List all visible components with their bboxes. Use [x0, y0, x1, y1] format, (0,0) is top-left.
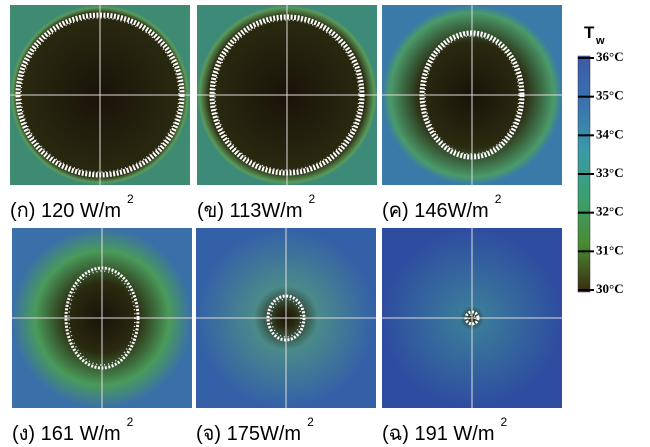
caption-exponent: 2 [127, 415, 134, 429]
colorbar-tick-label: 35°C [596, 88, 624, 103]
caption: (ข) 113W/m [197, 200, 303, 222]
colorbar-tick-label: 30°C [596, 281, 624, 296]
caption: (ก) 120 W/m [10, 200, 121, 222]
colorbar-title: T [584, 23, 595, 42]
figure: T w (ก) 120 W/m 2 (ข) 113W/m 2 (ค) 146W/m 2 (ง… [0, 0, 650, 447]
colorbar-subscript: w [595, 35, 605, 47]
colorbar-tick-label: 36°C [596, 49, 624, 64]
caption: (ฉ) 191 W/m [382, 423, 495, 445]
caption: (จ) 175W/m [196, 423, 301, 445]
caption-exponent: 2 [501, 415, 508, 429]
colorbar-tick-label: 34°C [596, 126, 624, 141]
caption-exponent: 2 [127, 192, 134, 206]
caption: (ค) 146W/m [382, 200, 489, 222]
caption: (ง) 161 W/m [12, 423, 121, 445]
colorbar-tick-label: 32°C [596, 204, 624, 219]
colorbar-tick-label: 31°C [596, 242, 624, 257]
colorbar-tick-label: 33°C [596, 165, 624, 180]
caption-exponent: 2 [307, 415, 314, 429]
caption-exponent: 2 [309, 192, 316, 206]
caption-exponent: 2 [495, 192, 502, 206]
